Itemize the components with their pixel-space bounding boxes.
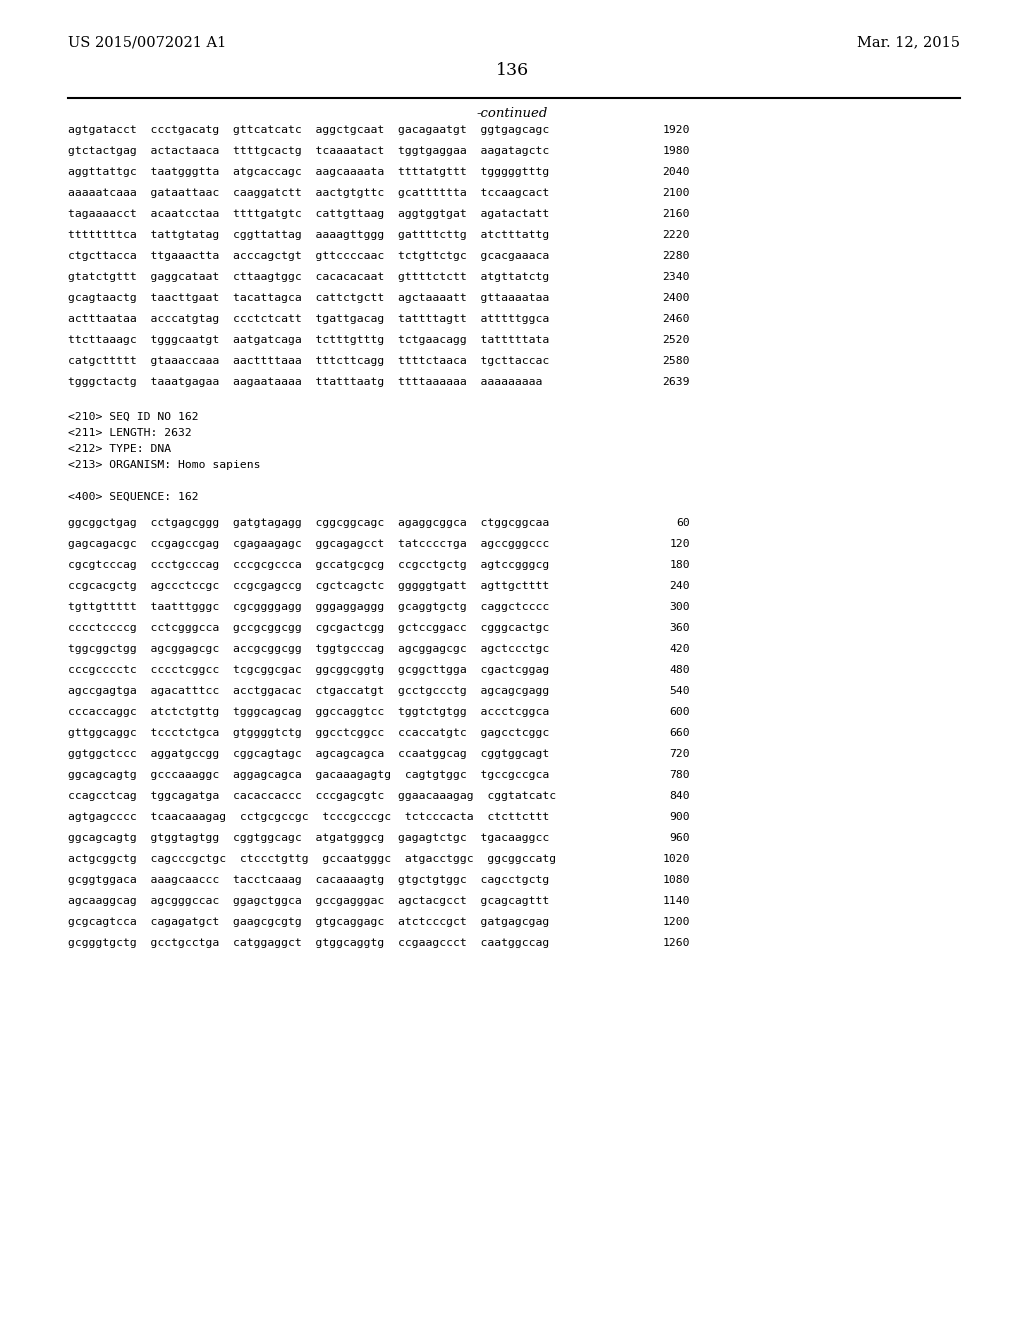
Text: gcgcagtcca  cagagatgct  gaagcgcgtg  gtgcaggagc  atctcccgct  gatgagcgag: gcgcagtcca cagagatgct gaagcgcgtg gtgcagg… bbox=[68, 917, 549, 927]
Text: 60: 60 bbox=[676, 517, 690, 528]
Text: 120: 120 bbox=[670, 539, 690, 549]
Text: 240: 240 bbox=[670, 581, 690, 591]
Text: 1020: 1020 bbox=[663, 854, 690, 865]
Text: ccagcctcag  tggcagatga  cacaccaccc  cccgagcgtc  ggaacaaagag  cggtatcatc: ccagcctcag tggcagatga cacaccaccc cccgagc… bbox=[68, 791, 556, 801]
Text: <210> SEQ ID NO 162: <210> SEQ ID NO 162 bbox=[68, 412, 199, 422]
Text: gtatctgttt  gaggcataat  cttaagtggc  cacacacaat  gttttctctt  atgttatctg: gtatctgttt gaggcataat cttaagtggc cacacac… bbox=[68, 272, 549, 282]
Text: tggcggctgg  agcggagcgc  accgcggcgg  tggtgcccag  agcggagcgc  agctccctgc: tggcggctgg agcggagcgc accgcggcgg tggtgcc… bbox=[68, 644, 549, 653]
Text: 480: 480 bbox=[670, 665, 690, 675]
Text: cgcgtcccag  ccctgcccag  cccgcgccca  gccatgcgcg  ccgcctgctg  agtccgggcg: cgcgtcccag ccctgcccag cccgcgccca gccatgc… bbox=[68, 560, 549, 570]
Text: tagaaaacct  acaatcctaa  ttttgatgtc  cattgttaag  aggtggtgat  agatactatt: tagaaaacct acaatcctaa ttttgatgtc cattgtt… bbox=[68, 209, 549, 219]
Text: agtgagcccc  tcaacaaagag  cctgcgccgc  tcccgcccgc  tctcccacta  ctcttcttt: agtgagcccc tcaacaaagag cctgcgccgc tcccgc… bbox=[68, 812, 549, 822]
Text: 2280: 2280 bbox=[663, 251, 690, 261]
Text: <211> LENGTH: 2632: <211> LENGTH: 2632 bbox=[68, 428, 191, 438]
Text: cccgcccctc  cccctcggcc  tcgcggcgac  ggcggcggtg  gcggcttgga  cgactcggag: cccgcccctc cccctcggcc tcgcggcgac ggcggcg… bbox=[68, 665, 549, 675]
Text: ttcttaaagc  tgggcaatgt  aatgatcaga  tctttgtttg  tctgaacagg  tatttttata: ttcttaaagc tgggcaatgt aatgatcaga tctttgt… bbox=[68, 335, 549, 345]
Text: 360: 360 bbox=[670, 623, 690, 634]
Text: gttggcaggc  tccctctgca  gtggggtctg  ggcctcggcc  ccaccatgtc  gagcctcggc: gttggcaggc tccctctgca gtggggtctg ggcctcg… bbox=[68, 729, 549, 738]
Text: ctgcttacca  ttgaaactta  acccagctgt  gttccccaac  tctgttctgc  gcacgaaaca: ctgcttacca ttgaaactta acccagctgt gttcccc… bbox=[68, 251, 549, 261]
Text: ccgcacgctg  agccctccgc  ccgcgagccg  cgctcagctc  gggggtgatt  agttgctttt: ccgcacgctg agccctccgc ccgcgagccg cgctcag… bbox=[68, 581, 549, 591]
Text: agcaaggcag  agcgggccac  ggagctggca  gccgagggac  agctacgcct  gcagcagttt: agcaaggcag agcgggccac ggagctggca gccgagg… bbox=[68, 896, 549, 906]
Text: gagcagacgc  ccgagccgag  cgagaagagc  ggcagagcct  tatccccтga  agccgggccc: gagcagacgc ccgagccgag cgagaagagc ggcagag… bbox=[68, 539, 549, 549]
Text: actttaataa  acccatgtag  ccctctcatt  tgattgacag  tattttagtt  atttttggca: actttaataa acccatgtag ccctctcatt tgattga… bbox=[68, 314, 549, 323]
Text: catgcttttt  gtaaaccaaa  aacttttaaa  tttcttcagg  ttttctaaca  tgcttaccac: catgcttttt gtaaaccaaa aacttttaaa tttcttc… bbox=[68, 356, 549, 366]
Text: 2040: 2040 bbox=[663, 168, 690, 177]
Text: ggcagcagtg  gcccaaaggc  aggagcagca  gacaaagagtg  cagtgtggc  tgccgccgca: ggcagcagtg gcccaaaggc aggagcagca gacaaag… bbox=[68, 770, 549, 780]
Text: 2639: 2639 bbox=[663, 378, 690, 387]
Text: Mar. 12, 2015: Mar. 12, 2015 bbox=[857, 36, 961, 49]
Text: 780: 780 bbox=[670, 770, 690, 780]
Text: 2400: 2400 bbox=[663, 293, 690, 304]
Text: 136: 136 bbox=[496, 62, 528, 79]
Text: aggttattgc  taatgggtta  atgcaccagc  aagcaaaata  ttttatgttt  tgggggtttg: aggttattgc taatgggtta atgcaccagc aagcaaa… bbox=[68, 168, 549, 177]
Text: 840: 840 bbox=[670, 791, 690, 801]
Text: 420: 420 bbox=[670, 644, 690, 653]
Text: 900: 900 bbox=[670, 812, 690, 822]
Text: <212> TYPE: DNA: <212> TYPE: DNA bbox=[68, 444, 171, 454]
Text: aaaaatcaaa  gataattaac  caaggatctt  aactgtgttc  gcatttttta  tccaagcact: aaaaatcaaa gataattaac caaggatctt aactgtg… bbox=[68, 187, 549, 198]
Text: 1980: 1980 bbox=[663, 147, 690, 156]
Text: cccctccccg  cctcgggcca  gccgcggcgg  cgcgactcgg  gctccggacc  cgggcactgc: cccctccccg cctcgggcca gccgcggcgg cgcgact… bbox=[68, 623, 549, 634]
Text: 180: 180 bbox=[670, 560, 690, 570]
Text: gtctactgag  actactaaca  ttttgcactg  tcaaaatact  tggtgaggaa  aagatagctc: gtctactgag actactaaca ttttgcactg tcaaaat… bbox=[68, 147, 549, 156]
Text: gcagtaactg  taacttgaat  tacattagca  cattctgctt  agctaaaatt  gttaaaataa: gcagtaactg taacttgaat tacattagca cattctg… bbox=[68, 293, 549, 304]
Text: 2160: 2160 bbox=[663, 209, 690, 219]
Text: ggcagcagtg  gtggtagtgg  cggtggcagc  atgatgggcg  gagagtctgc  tgacaaggcc: ggcagcagtg gtggtagtgg cggtggcagc atgatgg… bbox=[68, 833, 549, 843]
Text: 720: 720 bbox=[670, 748, 690, 759]
Text: -continued: -continued bbox=[476, 107, 548, 120]
Text: agtgatacct  ccctgacatg  gttcatcatc  aggctgcaat  gacagaatgt  ggtgagcagc: agtgatacct ccctgacatg gttcatcatc aggctgc… bbox=[68, 125, 549, 135]
Text: 300: 300 bbox=[670, 602, 690, 612]
Text: 1140: 1140 bbox=[663, 896, 690, 906]
Text: US 2015/0072021 A1: US 2015/0072021 A1 bbox=[68, 36, 226, 49]
Text: gcggtggaca  aaagcaaccc  tacctcaaag  cacaaaagtg  gtgctgtggc  cagcctgctg: gcggtggaca aaagcaaccc tacctcaaag cacaaaa… bbox=[68, 875, 549, 884]
Text: actgcggctg  cagcccgctgc  ctccctgttg  gccaatgggc  atgacctggc  ggcggccatg: actgcggctg cagcccgctgc ctccctgttg gccaat… bbox=[68, 854, 556, 865]
Text: 2220: 2220 bbox=[663, 230, 690, 240]
Text: 600: 600 bbox=[670, 708, 690, 717]
Text: tgggctactg  taaatgagaa  aagaataaaa  ttatttaatg  ttttaaaaaa  aaaaaaaaa: tgggctactg taaatgagaa aagaataaaa ttattta… bbox=[68, 378, 543, 387]
Text: cccaccaggc  atctctgttg  tgggcagcag  ggccaggtcc  tggtctgtgg  accctcggca: cccaccaggc atctctgttg tgggcagcag ggccagg… bbox=[68, 708, 549, 717]
Text: 1200: 1200 bbox=[663, 917, 690, 927]
Text: tgttgttttt  taatttgggc  cgcggggagg  gggaggaggg  gcaggtgctg  caggctcccc: tgttgttttt taatttgggc cgcggggagg gggagga… bbox=[68, 602, 549, 612]
Text: 2340: 2340 bbox=[663, 272, 690, 282]
Text: 2520: 2520 bbox=[663, 335, 690, 345]
Text: 540: 540 bbox=[670, 686, 690, 696]
Text: ttttttttca  tattgtatag  cggttattag  aaaagttggg  gattttcttg  atctttattg: ttttttttca tattgtatag cggttattag aaaagtt… bbox=[68, 230, 549, 240]
Text: 1260: 1260 bbox=[663, 939, 690, 948]
Text: 2460: 2460 bbox=[663, 314, 690, 323]
Text: 660: 660 bbox=[670, 729, 690, 738]
Text: 2100: 2100 bbox=[663, 187, 690, 198]
Text: <213> ORGANISM: Homo sapiens: <213> ORGANISM: Homo sapiens bbox=[68, 459, 260, 470]
Text: 960: 960 bbox=[670, 833, 690, 843]
Text: 1920: 1920 bbox=[663, 125, 690, 135]
Text: ggtggctccc  aggatgccgg  cggcagtagc  agcagcagca  ccaatggcag  cggtggcagt: ggtggctccc aggatgccgg cggcagtagc agcagca… bbox=[68, 748, 549, 759]
Text: <400> SEQUENCE: 162: <400> SEQUENCE: 162 bbox=[68, 492, 199, 502]
Text: ggcggctgag  cctgagcggg  gatgtagagg  cggcggcagc  agaggcggca  ctggcggcaa: ggcggctgag cctgagcggg gatgtagagg cggcggc… bbox=[68, 517, 549, 528]
Text: gcgggtgctg  gcctgcctga  catggaggct  gtggcaggtg  ccgaagccct  caatggccag: gcgggtgctg gcctgcctga catggaggct gtggcag… bbox=[68, 939, 549, 948]
Text: 1080: 1080 bbox=[663, 875, 690, 884]
Text: agccgagtga  agacatttcc  acctggacac  ctgaccatgt  gcctgccctg  agcagcgagg: agccgagtga agacatttcc acctggacac ctgacca… bbox=[68, 686, 549, 696]
Text: 2580: 2580 bbox=[663, 356, 690, 366]
